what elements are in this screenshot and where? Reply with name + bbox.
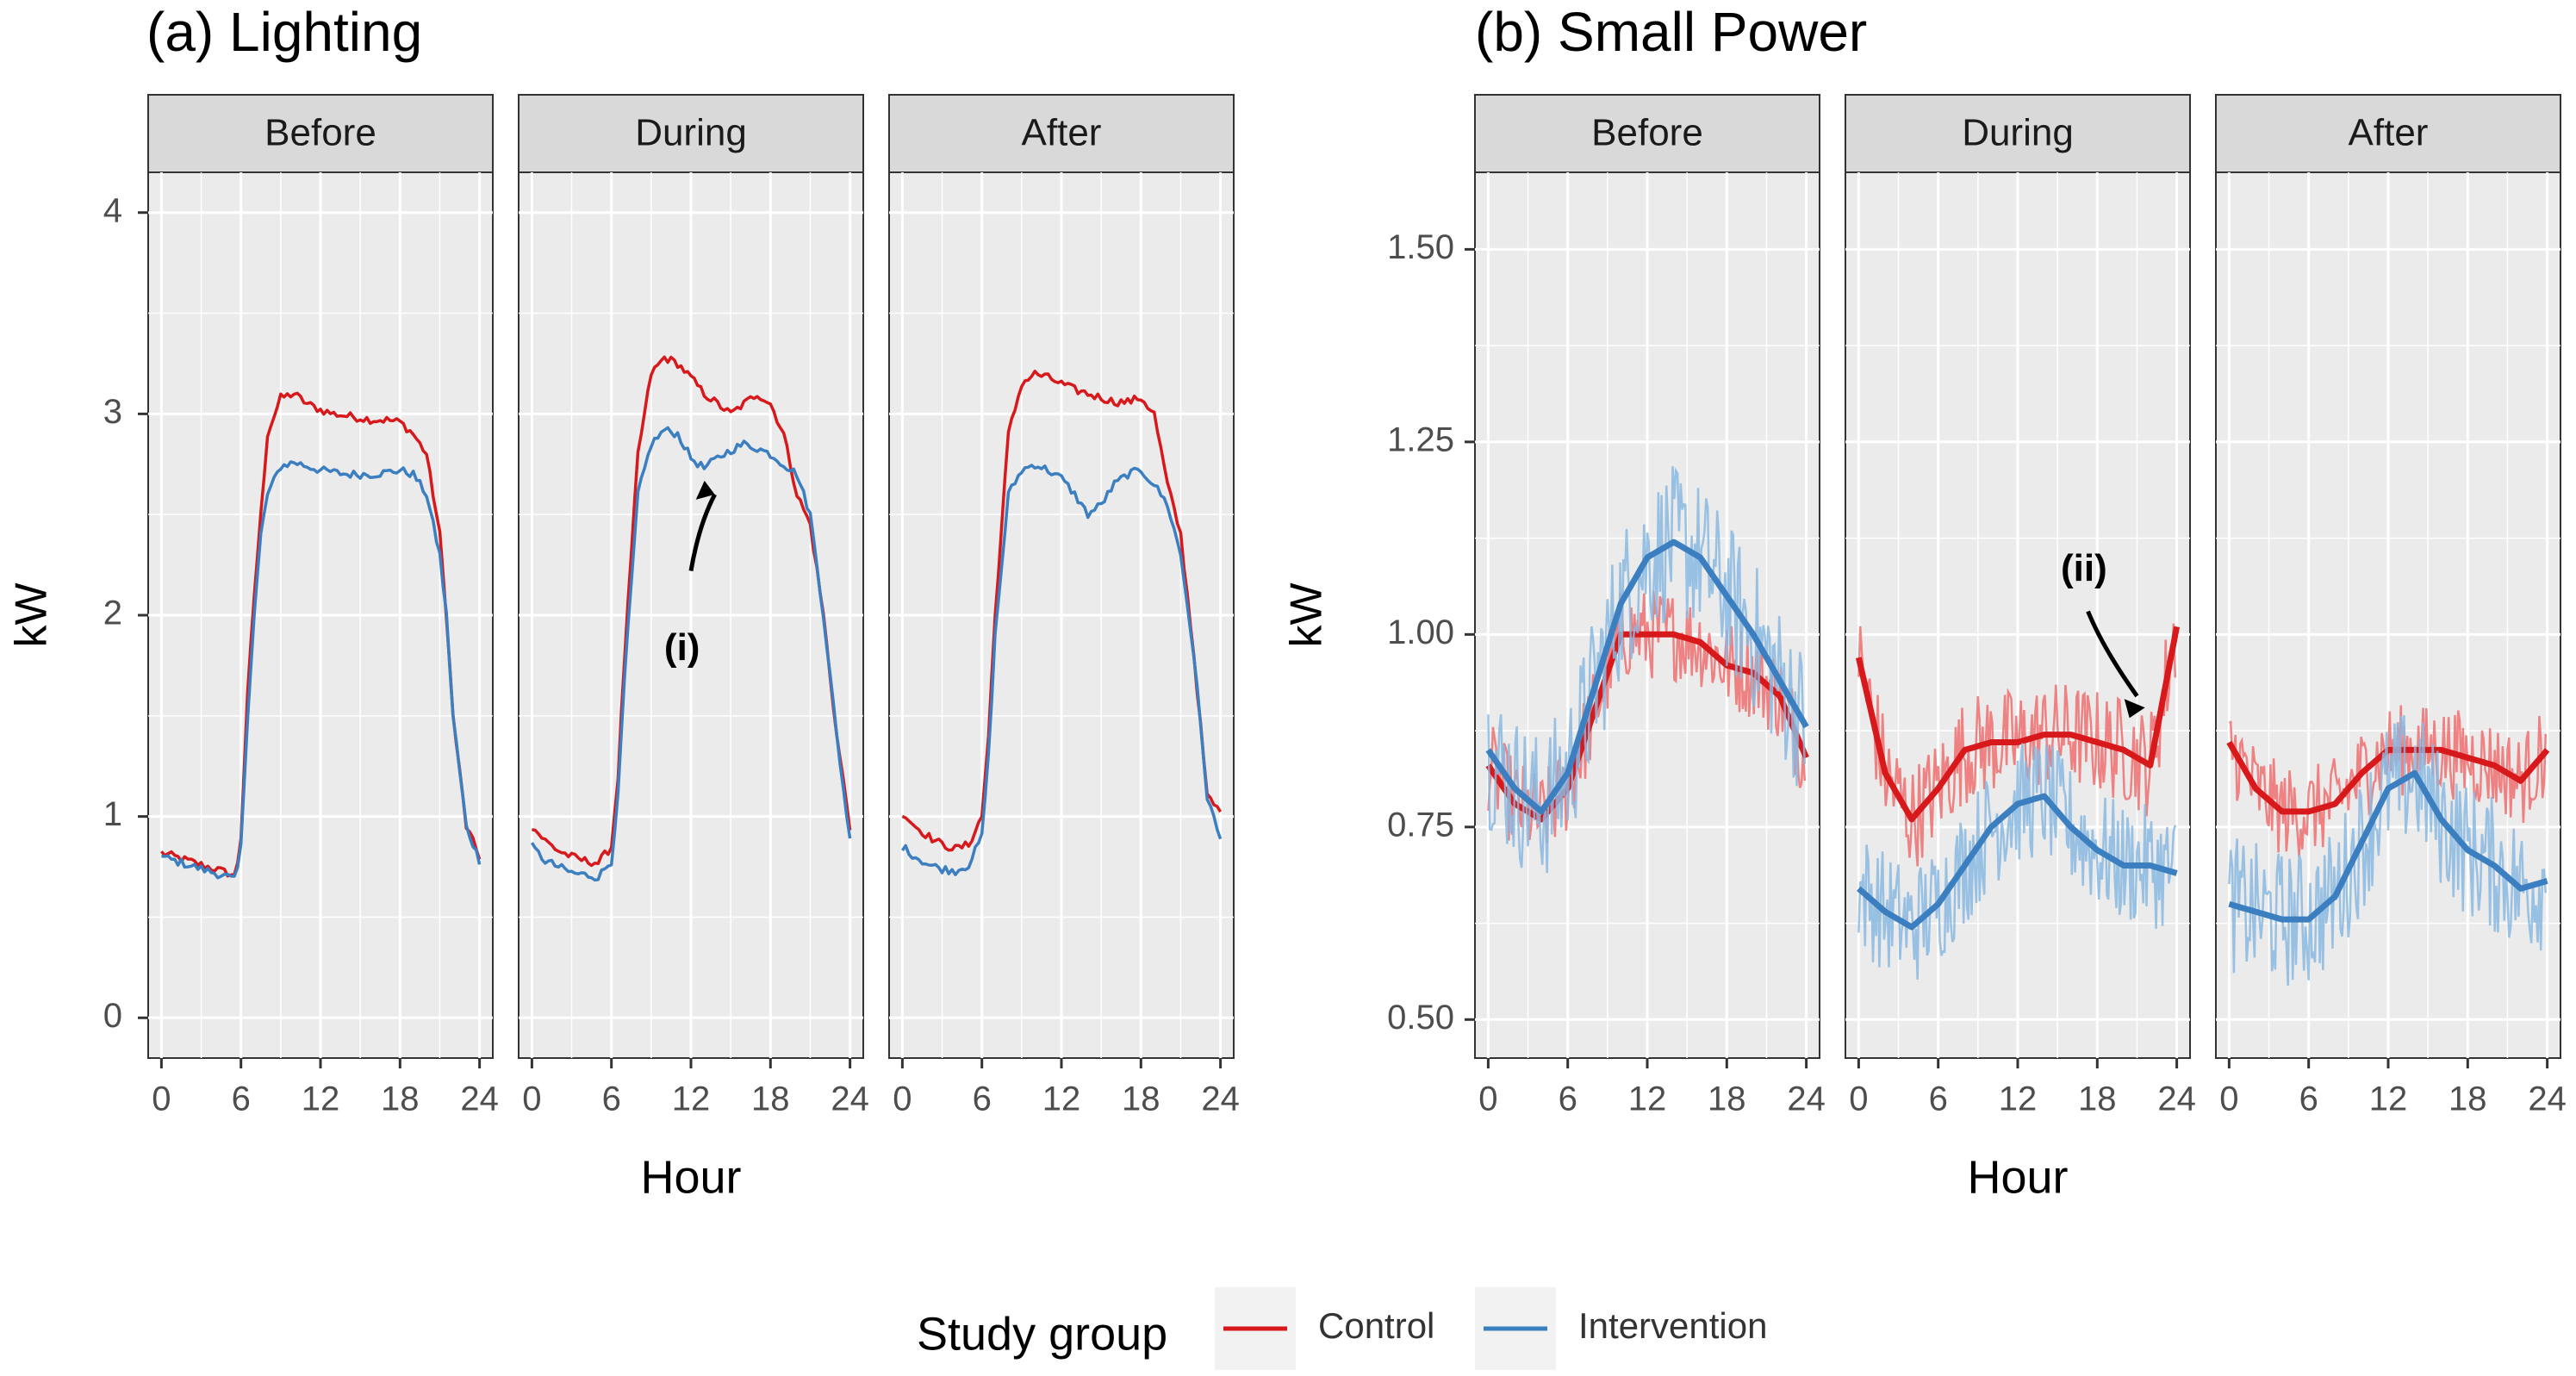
- series-intervention-line: [1857, 793, 2178, 931]
- y-tick-label: 1.50: [1387, 228, 1454, 266]
- series-control-line: [2226, 740, 2550, 815]
- x-tick-label: 0: [2219, 1080, 2238, 1118]
- facet-strip: [518, 94, 864, 173]
- annotation-arrow: [2086, 610, 2139, 698]
- series-intervention-line: [900, 464, 1223, 876]
- chart-title: (a) Lighting: [146, 1, 422, 63]
- facet-strip: [1474, 94, 1820, 173]
- x-tick-label: 12: [1999, 1080, 2038, 1118]
- y-tick-label: 0.50: [1387, 999, 1454, 1037]
- y-axis-label: kW: [7, 582, 57, 647]
- x-tick-label: 0: [1478, 1080, 1497, 1118]
- annotation-arrowhead: [695, 480, 715, 500]
- x-tick-label: 6: [232, 1080, 251, 1118]
- x-tick-label: 6: [1559, 1080, 1577, 1118]
- chart-small-power: (b) Small Power kW 0.50 0.75 1.00 1.25 1.50 Hou…: [1282, 1, 2567, 1203]
- x-tick-label: 24: [831, 1080, 869, 1118]
- facet-before: Before 0 6 12 18 24: [147, 94, 499, 1118]
- annotation-arrow: [688, 493, 717, 572]
- legend-title: Study group: [917, 1308, 1167, 1360]
- x-tick-label: 6: [2299, 1080, 2318, 1118]
- annotation-label: (ii): [2061, 547, 2107, 589]
- y-tick-label: 1.00: [1387, 613, 1454, 651]
- x-tick-label: 24: [1787, 1080, 1826, 1118]
- x-tick-label: 12: [1042, 1080, 1081, 1118]
- annotation-label: (i): [664, 626, 700, 669]
- series-control-line: [532, 355, 852, 868]
- x-axis-label: Hour: [1967, 1151, 2068, 1203]
- series-intervention-raw: [2228, 715, 2548, 987]
- series-intervention-line: [1485, 539, 1809, 815]
- series-intervention-line: [2228, 769, 2548, 923]
- x-tick-label: 18: [2448, 1080, 2487, 1118]
- facet-strip-label: After: [2349, 112, 2429, 154]
- facet-strip: [1845, 94, 2191, 173]
- facet-after: After 0 6 12 18 24: [888, 94, 1240, 1118]
- y-tick-label: 0: [103, 997, 122, 1035]
- facet-strip-label: During: [1962, 112, 2074, 154]
- x-tick-label: 0: [522, 1080, 541, 1118]
- y-tick-label: 0.75: [1387, 806, 1454, 844]
- facet-strip-label: During: [635, 112, 747, 154]
- facet-during: During 0 6 12 18 24 (i): [518, 94, 869, 1118]
- x-tick-label: 12: [672, 1080, 711, 1118]
- x-tick-label: 0: [1849, 1080, 1868, 1118]
- y-tick-label: 2: [103, 595, 122, 632]
- x-tick-label: 18: [1708, 1080, 1746, 1118]
- x-tick-label: 18: [2078, 1080, 2117, 1118]
- facet-strip: [888, 94, 1235, 173]
- x-tick-label: 12: [302, 1080, 340, 1118]
- y-axis-label: kW: [1282, 582, 1332, 647]
- facet-strip: [147, 94, 494, 173]
- series-intervention-line: [161, 460, 482, 880]
- x-tick-label: 6: [973, 1080, 992, 1118]
- x-tick-label: 24: [2157, 1080, 2196, 1118]
- series-control-line: [160, 391, 482, 878]
- facet-strip-label: After: [1022, 112, 1102, 154]
- legend-label-control: Control: [1318, 1305, 1434, 1346]
- x-tick-label: 24: [460, 1080, 499, 1118]
- x-tick-label: 24: [1201, 1080, 1240, 1118]
- x-tick-label: 18: [1122, 1080, 1160, 1118]
- series-control-line: [901, 370, 1223, 852]
- facet-during: During 0 6 12 18 24 (ii): [1845, 94, 2196, 1118]
- series-intervention-line: [530, 426, 852, 882]
- facet-strip-label: Before: [264, 112, 376, 154]
- y-tick-label: 1.25: [1387, 420, 1454, 458]
- x-axis-label: Hour: [640, 1151, 741, 1203]
- y-tick-label: 1: [103, 795, 122, 833]
- x-tick-label: 0: [893, 1080, 912, 1118]
- chart-title: (b) Small Power: [1475, 1, 1867, 63]
- annotation-arrowhead: [2124, 699, 2145, 719]
- x-tick-label: 12: [1628, 1080, 1667, 1118]
- x-tick-label: 24: [2528, 1080, 2567, 1118]
- facet-strip: [2215, 94, 2561, 173]
- y-tick-label: 4: [103, 191, 122, 229]
- facet-after: After 0 6 12 18 24: [2215, 94, 2567, 1118]
- x-tick-label: 18: [751, 1080, 790, 1118]
- y-tick-label: 3: [103, 393, 122, 431]
- x-tick-label: 18: [381, 1080, 420, 1118]
- legend: Study group Control Intervention: [917, 1287, 1767, 1370]
- x-tick-label: 6: [1929, 1080, 1948, 1118]
- facet-before: Before 0 6 12 18 24: [1474, 94, 1826, 1118]
- series-control-line: [1485, 631, 1809, 823]
- legend-label-intervention: Intervention: [1578, 1305, 1767, 1346]
- facet-strip-label: Before: [1591, 112, 1703, 154]
- x-tick-label: 12: [2369, 1080, 2408, 1118]
- series-control-raw: [1857, 623, 2177, 867]
- x-tick-label: 6: [602, 1080, 621, 1118]
- series-control-line: [1855, 626, 2181, 823]
- x-tick-label: 0: [152, 1080, 171, 1118]
